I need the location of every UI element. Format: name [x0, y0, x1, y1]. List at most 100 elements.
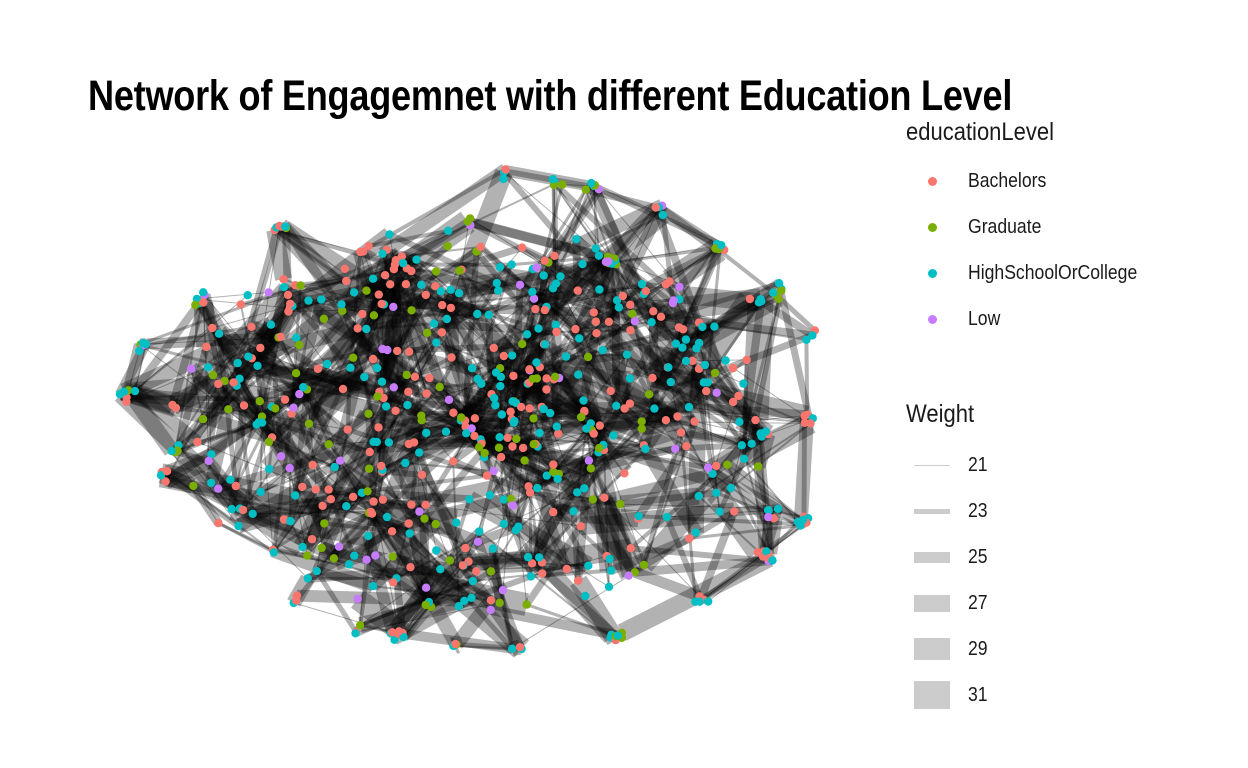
network-edge	[511, 377, 560, 448]
network-node	[546, 408, 555, 418]
network-edge	[478, 444, 548, 478]
network-node	[688, 356, 697, 366]
network-node	[551, 320, 560, 330]
network-edge	[552, 503, 639, 528]
network-edge	[217, 332, 349, 432]
network-node	[508, 501, 518, 510]
network-edge	[320, 543, 368, 565]
network-edge	[475, 365, 535, 448]
network-node	[423, 328, 432, 337]
network-edge	[498, 372, 597, 438]
network-node	[626, 544, 635, 553]
network-node	[467, 364, 477, 373]
network-node	[431, 267, 441, 276]
network-edge	[392, 292, 431, 354]
network-edge	[498, 355, 513, 448]
network-edge	[471, 426, 594, 478]
legend-item-weight-27: 27	[912, 588, 990, 618]
network-edge	[193, 301, 217, 348]
network-node	[613, 631, 623, 640]
network-node	[387, 527, 397, 536]
network-edge	[651, 376, 741, 424]
network-node	[417, 470, 427, 480]
network-edge	[678, 243, 718, 300]
network-edge	[365, 413, 378, 502]
network-node	[295, 389, 304, 399]
network-node	[523, 552, 533, 562]
network-edge	[339, 460, 394, 558]
network-edge	[381, 253, 429, 395]
network-node	[691, 528, 700, 537]
network-node	[477, 379, 486, 388]
network-node	[304, 419, 314, 428]
network-node	[355, 621, 365, 630]
network-edge	[603, 447, 709, 471]
network-edge	[689, 524, 801, 540]
network-edge	[271, 404, 378, 506]
network-edge	[365, 304, 452, 332]
legend-label: 29	[968, 637, 988, 660]
network-edge	[683, 379, 710, 411]
network-node	[445, 556, 455, 565]
network-edge	[393, 269, 428, 394]
network-edge	[123, 297, 206, 405]
network-node	[699, 378, 708, 387]
network-edge	[368, 410, 454, 416]
network-node	[522, 600, 531, 609]
network-edge	[292, 347, 384, 410]
network-edge	[707, 524, 804, 602]
network-edge	[142, 325, 252, 347]
weight-25-swatch	[914, 551, 950, 563]
network-edge	[290, 328, 368, 415]
network-edge	[359, 167, 507, 254]
network-edge	[596, 298, 677, 450]
network-edge	[480, 441, 548, 477]
network-edge	[300, 285, 382, 305]
network-node	[698, 322, 707, 332]
weight-27-swatch	[914, 594, 950, 612]
network-edge	[637, 384, 711, 436]
network-node	[298, 542, 307, 552]
network-edge	[479, 441, 534, 578]
network-node	[509, 371, 518, 381]
network-edge	[474, 249, 541, 331]
network-edge	[627, 290, 778, 382]
network-edge	[537, 434, 614, 447]
network-edge	[499, 453, 586, 492]
network-edge	[499, 383, 647, 452]
network-edge	[332, 473, 424, 561]
network-edge	[257, 365, 367, 413]
network-edge	[190, 368, 205, 420]
network-edge	[511, 571, 636, 650]
network-edge	[526, 375, 679, 456]
network-edge	[379, 349, 390, 383]
network-edge	[424, 390, 494, 437]
network-node	[480, 448, 489, 458]
network-node	[527, 559, 537, 568]
network-edge	[535, 253, 611, 332]
network-edge	[373, 439, 423, 514]
network-node	[298, 482, 307, 492]
network-node	[539, 271, 548, 280]
network-edge	[464, 491, 593, 574]
network-edge	[619, 487, 700, 513]
network-edge	[463, 446, 513, 566]
network-edge	[502, 498, 512, 591]
network-edge	[663, 359, 774, 442]
network-edge	[708, 468, 773, 523]
network-node	[442, 314, 452, 324]
network-edge	[705, 388, 735, 405]
network-edge	[636, 437, 760, 572]
network-node	[349, 353, 358, 362]
network-edge	[707, 381, 806, 424]
network-node	[550, 251, 559, 260]
legend-label: 21	[968, 453, 988, 476]
network-edge	[191, 481, 336, 563]
network-node	[389, 302, 398, 312]
network-edge	[359, 559, 451, 626]
network-edge	[499, 261, 607, 369]
network-edge	[396, 522, 505, 580]
network-edge	[404, 522, 436, 608]
network-edge	[300, 285, 342, 305]
network-node	[279, 515, 289, 524]
